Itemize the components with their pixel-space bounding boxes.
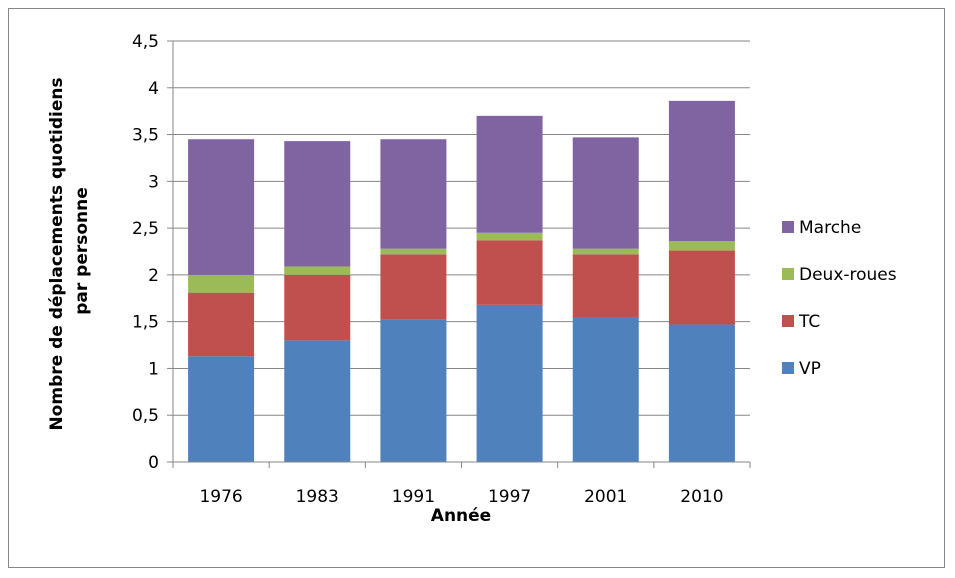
- bar-stack-1983: [284, 141, 351, 462]
- legend-swatch: [782, 362, 794, 374]
- bar-vp-1991: [380, 319, 447, 462]
- bar-deux-roues-2001: [572, 248, 639, 255]
- bar-stack-1991: [380, 139, 447, 462]
- bar-tc-2001: [572, 254, 639, 318]
- bar-vp-1997: [476, 304, 543, 462]
- legend-item-deux-roues: Deux-roues: [782, 265, 897, 285]
- x-axis-title: Année: [431, 506, 491, 526]
- axes: [167, 40, 751, 468]
- y-tick-label: 1,5: [132, 313, 159, 333]
- bar-tc-2010: [668, 250, 735, 325]
- bar-deux-roues-2010: [668, 241, 735, 251]
- gridlines: [173, 40, 750, 416]
- y-axis-title: Nombre de déplacements quotidiens par pe…: [47, 71, 92, 430]
- bar-tc-1991: [380, 254, 447, 320]
- bar-marche-2001: [572, 137, 639, 249]
- y-tick-label: 0: [148, 453, 159, 473]
- bar-vp-1976: [188, 356, 255, 462]
- legend-label: TC: [798, 312, 820, 332]
- legend-label: VP: [799, 359, 821, 379]
- legend-label: Marche: [799, 218, 861, 238]
- bars: [188, 100, 735, 462]
- bar-tc-1997: [476, 240, 543, 305]
- legend-swatch: [782, 315, 794, 327]
- legend: Marche Deux-roues TC VP: [782, 218, 897, 379]
- bar-marche-1983: [284, 141, 351, 267]
- y-axis-title-line-2: par personne: [72, 187, 92, 315]
- y-tick-label: 3: [148, 172, 159, 192]
- bar-deux-roues-1997: [476, 232, 543, 241]
- bar-stack-2010: [668, 100, 735, 462]
- bar-tc-1983: [284, 274, 351, 341]
- legend-item-vp: VP: [782, 359, 821, 379]
- bar-marche-1997: [476, 115, 543, 233]
- x-tick-label: 1983: [296, 487, 339, 507]
- bar-marche-1976: [188, 139, 255, 275]
- bar-vp-2010: [668, 324, 735, 462]
- bar-vp-2001: [572, 317, 639, 462]
- legend-swatch: [782, 268, 794, 280]
- y-tick-label: 4: [148, 79, 159, 99]
- y-tick-label: 2: [148, 266, 159, 286]
- legend-swatch: [782, 221, 794, 233]
- y-tick-label: 3,5: [132, 126, 159, 146]
- bar-tc-1976: [188, 292, 255, 357]
- y-axis-title-line-1: Nombre de déplacements quotidiens: [47, 77, 67, 430]
- legend-item-marche: Marche: [782, 218, 861, 238]
- bar-marche-2010: [668, 100, 735, 242]
- bar-vp-1983: [284, 340, 351, 462]
- bar-stack-2001: [572, 137, 639, 462]
- bar-stack-1976: [188, 139, 255, 462]
- legend-label: Deux-roues: [799, 265, 897, 285]
- bar-marche-1991: [380, 139, 447, 249]
- x-tick-label: 1991: [392, 487, 435, 507]
- bar-deux-roues-1983: [284, 266, 351, 275]
- bar-stack-1997: [476, 115, 543, 462]
- y-tick-label: 0,5: [132, 406, 159, 426]
- y-tick-label: 1: [148, 359, 159, 379]
- x-tick-label: 1997: [488, 487, 531, 507]
- bar-deux-roues-1976: [188, 274, 255, 293]
- y-tick-label: 4,5: [132, 32, 159, 52]
- y-tick-label: 2,5: [132, 219, 159, 239]
- x-tick-label: 2010: [680, 487, 723, 507]
- chart-frame: [8, 8, 945, 568]
- x-tick-label: 1976: [199, 487, 242, 507]
- x-tick-labels: 1976 1983 1991 1997 2001 2010: [199, 487, 723, 507]
- x-tick-label: 2001: [584, 487, 627, 507]
- legend-item-tc: TC: [782, 312, 820, 332]
- bar-deux-roues-1991: [380, 248, 447, 255]
- y-tick-labels: 0 0,5 1 1,5 2 2,5 3 3,5 4 4,5: [132, 32, 159, 473]
